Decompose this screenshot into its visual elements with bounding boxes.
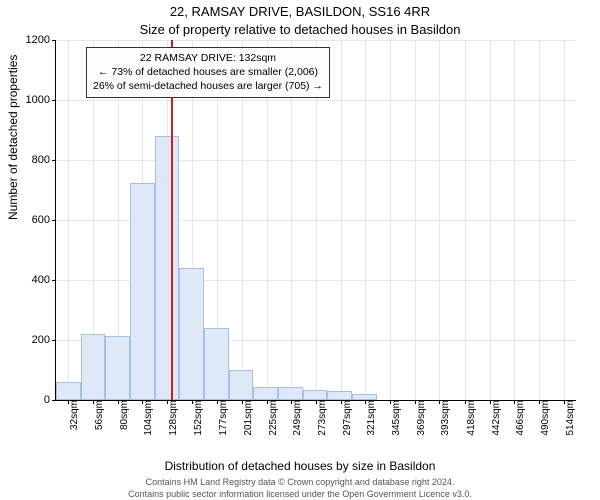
y-tick-label: 1000 [26,94,56,106]
x-tick-label: 104sqm [137,400,154,436]
histogram-bar [303,390,328,401]
histogram-bar [204,328,229,400]
x-tick-label: 273sqm [311,400,328,436]
x-tick-label: 152sqm [187,400,204,436]
x-tick-label: 514sqm [559,400,576,436]
footer-copyright-1: Contains HM Land Registry data © Crown c… [0,477,600,487]
x-tick-label: 321sqm [360,400,377,436]
y-tick-label: 200 [32,334,56,346]
x-tick-label: 418sqm [460,400,477,436]
page-title: 22, RAMSAY DRIVE, BASILDON, SS16 4RR [0,4,600,19]
histogram-bar [352,394,377,400]
y-tick-label: 600 [32,214,56,226]
x-tick-label: 80sqm [113,400,130,430]
histogram-plot: 02004006008001000120032sqm56sqm80sqm104s… [55,40,576,401]
x-tick-label: 490sqm [534,400,551,436]
histogram-bar [155,136,180,400]
x-tick-label: 345sqm [385,400,402,436]
histogram-bar [278,387,303,401]
x-tick-label: 249sqm [286,400,303,436]
x-tick-label: 128sqm [162,400,179,436]
y-tick-label: 400 [32,274,56,286]
y-axis-label: Number of detached properties [6,55,20,220]
callout-box: 22 RAMSAY DRIVE: 132sqm← 73% of detached… [86,47,330,98]
y-tick-label: 1200 [26,34,56,46]
histogram-bar [179,268,204,400]
callout-line-1: 22 RAMSAY DRIVE: 132sqm [93,51,323,65]
callout-line-3: 26% of semi-detached houses are larger (… [93,79,323,93]
y-tick-label: 800 [32,154,56,166]
x-tick-label: 369sqm [410,400,427,436]
histogram-bar [229,370,254,400]
x-tick-label: 201sqm [237,400,254,436]
y-tick-label: 0 [44,394,56,406]
x-tick-label: 297sqm [336,400,353,436]
histogram-bar [105,336,130,401]
x-tick-label: 466sqm [509,400,526,436]
callout-line-2: ← 73% of detached houses are smaller (2,… [93,65,323,79]
histogram-bar [81,334,106,400]
x-tick-label: 32sqm [63,400,80,430]
x-tick-label: 225sqm [262,400,279,436]
page-subtitle: Size of property relative to detached ho… [0,22,600,37]
x-tick-label: 442sqm [485,400,502,436]
histogram-bar [327,391,352,400]
x-axis-label: Distribution of detached houses by size … [0,459,600,473]
x-tick-label: 393sqm [434,400,451,436]
histogram-bar [56,382,81,400]
footer-copyright-2: Contains public sector information licen… [0,489,600,499]
x-tick-label: 177sqm [212,400,229,436]
histogram-bar [130,183,155,401]
x-tick-label: 56sqm [88,400,105,430]
histogram-bar [253,387,278,401]
